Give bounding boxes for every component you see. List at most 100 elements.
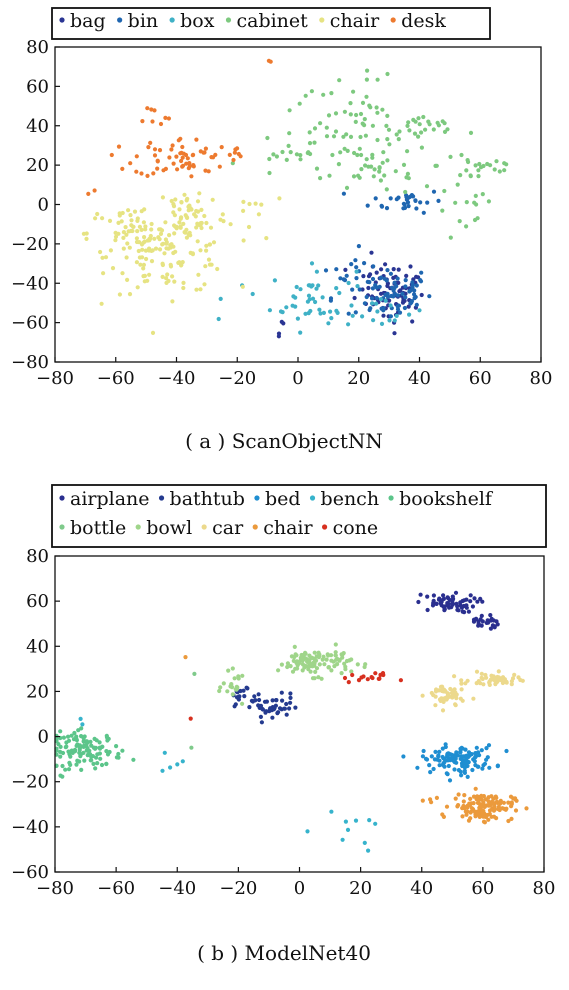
point-bowl bbox=[299, 656, 304, 661]
point-bathtub bbox=[263, 710, 268, 715]
point-bin bbox=[406, 204, 411, 209]
point-cabinet bbox=[431, 127, 436, 132]
point-bed bbox=[443, 744, 448, 750]
legend-marker bbox=[309, 495, 316, 501]
point-chair bbox=[149, 259, 155, 264]
point-chair bbox=[158, 231, 164, 236]
point-chair bbox=[127, 245, 132, 250]
point-bowl bbox=[339, 671, 344, 676]
legend-marker bbox=[59, 17, 65, 23]
point-airplane bbox=[453, 590, 459, 595]
point-cabinet bbox=[312, 126, 318, 131]
point-bin bbox=[431, 189, 437, 194]
point-chair bbox=[142, 273, 147, 278]
series-bin bbox=[323, 189, 441, 319]
point-bookshelf bbox=[79, 726, 84, 731]
point-cabinet bbox=[364, 157, 369, 162]
point-cabinet bbox=[358, 134, 363, 140]
point-chair bbox=[478, 804, 483, 809]
point-desk bbox=[191, 152, 196, 157]
point-bowl bbox=[316, 675, 321, 680]
point-cabinet bbox=[502, 161, 507, 166]
point-chair bbox=[163, 220, 168, 225]
point-bathtub bbox=[245, 686, 250, 691]
point-airplane bbox=[490, 623, 495, 628]
point-car bbox=[450, 695, 455, 700]
point-chair bbox=[134, 236, 139, 241]
point-chair bbox=[177, 207, 182, 212]
point-chair bbox=[209, 262, 214, 267]
point-box bbox=[334, 308, 339, 313]
point-bag bbox=[352, 295, 357, 301]
point-car bbox=[471, 696, 476, 701]
legend-label: bed bbox=[265, 488, 301, 510]
point-bowl bbox=[236, 676, 241, 681]
point-chair bbox=[492, 807, 497, 812]
point-cabinet bbox=[337, 78, 342, 83]
point-chair bbox=[461, 799, 466, 804]
point-bed bbox=[455, 753, 460, 758]
point-desk bbox=[194, 137, 199, 142]
point-bin bbox=[371, 264, 376, 269]
point-bench bbox=[373, 821, 378, 826]
point-bin bbox=[378, 275, 383, 281]
point-desk bbox=[145, 173, 150, 178]
point-airplane bbox=[447, 597, 452, 603]
point-bowl bbox=[307, 658, 312, 664]
point-bed bbox=[452, 760, 457, 765]
point-car bbox=[452, 674, 457, 679]
point-bookshelf bbox=[58, 744, 63, 750]
point-chair bbox=[203, 264, 208, 269]
point-airplane bbox=[431, 598, 436, 604]
point-bin bbox=[382, 276, 387, 281]
point-cabinet bbox=[385, 113, 390, 118]
point-desk bbox=[213, 152, 218, 157]
point-airplane bbox=[447, 605, 452, 610]
point-chair bbox=[144, 256, 149, 262]
point-bowl bbox=[312, 650, 317, 655]
point-cabinet bbox=[348, 134, 354, 139]
point-bag bbox=[401, 298, 406, 303]
point-airplane bbox=[472, 596, 477, 601]
x-tick-label: −80 bbox=[36, 878, 74, 899]
point-bin bbox=[409, 193, 414, 198]
legend-marker bbox=[59, 524, 65, 530]
point-bin bbox=[354, 276, 359, 281]
point-bed bbox=[435, 757, 440, 762]
point-cabinet bbox=[403, 189, 408, 195]
point-bin bbox=[323, 268, 329, 273]
point-airplane bbox=[479, 613, 484, 619]
point-cabinet bbox=[375, 137, 380, 143]
point-bag bbox=[392, 331, 397, 336]
point-chair bbox=[462, 793, 467, 798]
point-cabinet bbox=[330, 152, 335, 158]
point-chair bbox=[121, 235, 126, 240]
point-cabinet bbox=[371, 174, 376, 179]
point-bed bbox=[437, 763, 442, 768]
point-chair bbox=[185, 196, 190, 201]
point-bed bbox=[424, 757, 430, 762]
point-bench bbox=[168, 765, 173, 770]
point-chair bbox=[277, 196, 282, 201]
legend-label: bottle bbox=[70, 517, 126, 539]
point-chair bbox=[513, 808, 519, 813]
point-bin bbox=[394, 284, 399, 289]
point-bowl bbox=[355, 662, 360, 667]
point-desk bbox=[128, 161, 133, 166]
point-bin bbox=[414, 283, 419, 288]
point-chair bbox=[160, 242, 165, 247]
y-tick-label: 60 bbox=[26, 76, 49, 97]
point-bed bbox=[445, 754, 450, 759]
point-chair bbox=[139, 209, 144, 214]
point-chair bbox=[471, 801, 476, 806]
point-chair bbox=[464, 812, 469, 817]
point-cabinet bbox=[480, 192, 485, 197]
point-desk bbox=[180, 144, 185, 150]
point-chair bbox=[524, 806, 529, 811]
point-bed bbox=[459, 773, 464, 778]
point-cabinet bbox=[359, 167, 364, 172]
point-car bbox=[496, 669, 501, 674]
point-chair bbox=[140, 247, 145, 252]
point-cabinet bbox=[284, 157, 289, 162]
point-box bbox=[314, 269, 319, 274]
